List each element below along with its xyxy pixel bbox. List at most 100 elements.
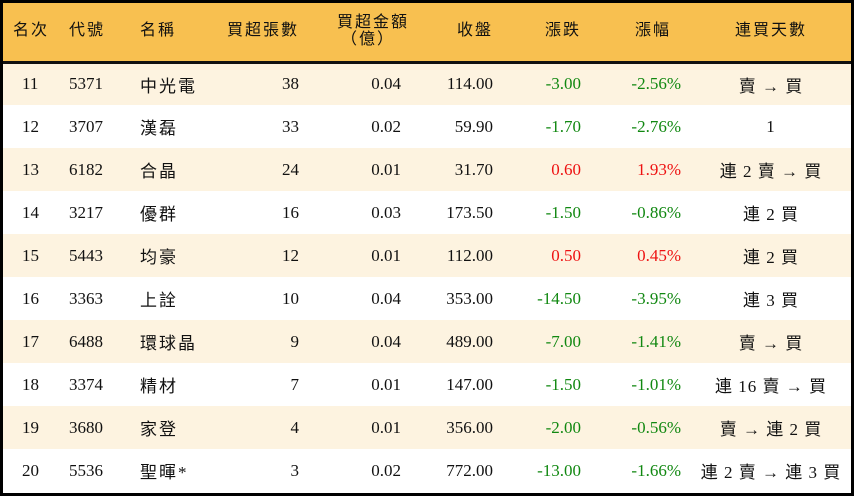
cell-consecutive-days: 連 16 賣 → 買 (715, 377, 827, 396)
cell-change: -13.00 (537, 460, 581, 480)
cell-code: 6182 (69, 159, 103, 179)
cell-close: 59.90 (454, 116, 493, 136)
cell-change: -1.50 (545, 374, 581, 394)
header-net-buy-amount: 買超金額 （億） (317, 3, 423, 62)
cell-rank: 15 (22, 245, 39, 265)
cell-change-pct: -2.56% (631, 74, 681, 94)
cell-close: 356.00 (446, 417, 493, 437)
cell-name: 均豪 (140, 248, 178, 267)
cell-close: 114.00 (446, 74, 493, 94)
cell-net-buy-lots: 4 (290, 417, 300, 437)
cell-change: -1.70 (545, 116, 581, 136)
cell-net-buy-lots: 3 (290, 460, 300, 480)
cell-name: 上詮 (140, 291, 178, 310)
cell-change: -2.00 (545, 417, 581, 437)
cell-change-pct: -0.86% (631, 202, 681, 222)
cell-net-buy-lots: 33 (282, 116, 299, 136)
cell-consecutive-days: 連 2 買 (743, 248, 799, 267)
cell-net-buy-lots: 16 (282, 202, 299, 222)
cell-name: 家登 (140, 420, 178, 439)
cell-name: 合晶 (140, 162, 178, 181)
cell-consecutive-days: 賣 → 連 2 買 (719, 420, 823, 439)
header-code: 代號 (69, 22, 106, 40)
cell-consecutive-days: 連 2 賣 → 買 (719, 162, 823, 181)
cell-code: 3707 (69, 116, 103, 136)
cell-net-buy-lots: 9 (290, 331, 300, 351)
cell-code: 3680 (69, 417, 103, 437)
cell-net-buy-amount: 0.02 (371, 116, 401, 136)
cell-name: 環球晶 (140, 334, 197, 353)
cell-rank: 20 (22, 460, 39, 480)
cell-close: 489.00 (446, 331, 493, 351)
cell-change: -14.50 (537, 288, 581, 308)
cell-net-buy-lots: 7 (290, 374, 300, 394)
cell-change-pct: -2.76% (631, 116, 681, 136)
cell-net-buy-lots: 38 (282, 74, 299, 94)
cell-net-buy-amount: 0.04 (371, 331, 401, 351)
cell-rank: 14 (22, 202, 39, 222)
table-row: 13 6182 合晶 24 0.01 31.70 0.60 1.93% 連 2 … (3, 148, 851, 191)
cell-net-buy-lots: 24 (282, 159, 299, 179)
table-row: 18 3374 精材 7 0.01 147.00 -1.50 -1.01% 連 … (3, 363, 851, 406)
cell-change-pct: 1.93% (637, 159, 681, 179)
cell-close: 147.00 (446, 374, 493, 394)
cell-change: 0.60 (551, 159, 581, 179)
table-row: 15 5443 均豪 12 0.01 112.00 0.50 0.45% 連 2… (3, 234, 851, 277)
cell-rank: 13 (22, 159, 39, 179)
table-header-row: 名次 代號 名稱 買超張數 買超金額 （億） 收盤 漲跌 漲幅 連買天數 (3, 3, 851, 62)
header-close: 收盤 (456, 22, 493, 40)
cell-net-buy-lots: 12 (282, 245, 299, 265)
header-name: 名稱 (140, 22, 177, 40)
header-change-pct: 漲幅 (634, 22, 671, 40)
cell-name: 優群 (140, 205, 178, 224)
cell-change-pct: -1.66% (631, 460, 681, 480)
cell-code: 5443 (69, 245, 103, 265)
table-row: 19 3680 家登 4 0.01 356.00 -2.00 -0.56% 賣 … (3, 406, 851, 449)
cell-consecutive-days: 賣 → 買 (738, 334, 804, 353)
cell-change-pct: -1.41% (631, 331, 681, 351)
cell-close: 112.00 (446, 245, 493, 265)
cell-net-buy-amount: 0.01 (371, 374, 401, 394)
table-container: 名次 代號 名稱 買超張數 買超金額 （億） 收盤 漲跌 漲幅 連買天數 11 … (3, 3, 851, 493)
cell-code: 5371 (69, 74, 103, 94)
table-row: 11 5371 中光電 38 0.04 114.00 -3.00 -2.56% … (3, 62, 851, 105)
cell-rank: 11 (22, 74, 39, 94)
cell-consecutive-days: 連 2 買 (743, 205, 799, 224)
cell-rank: 16 (22, 288, 39, 308)
cell-change-pct: -1.01% (631, 374, 681, 394)
table-row: 12 3707 漢磊 33 0.02 59.90 -1.70 -2.76% 1 (3, 105, 851, 148)
header-change: 漲跌 (544, 22, 581, 40)
cell-consecutive-days: 1 (766, 116, 776, 136)
cell-change: -7.00 (545, 331, 581, 351)
cell-close: 31.70 (454, 159, 493, 179)
cell-code: 5536 (69, 460, 103, 480)
header-rank: 名次 (13, 22, 50, 40)
cell-net-buy-amount: 0.01 (371, 417, 401, 437)
cell-rank: 19 (22, 417, 39, 437)
cell-net-buy-amount: 0.01 (371, 245, 401, 265)
cell-consecutive-days: 賣 → 買 (738, 76, 804, 96)
cell-close: 772.00 (446, 460, 493, 480)
cell-net-buy-lots: 10 (282, 288, 299, 308)
table-row: 17 6488 環球晶 9 0.04 489.00 -7.00 -1.41% 賣… (3, 320, 851, 363)
cell-net-buy-amount: 0.04 (371, 74, 401, 94)
cell-rank: 17 (22, 331, 39, 351)
cell-net-buy-amount: 0.02 (371, 460, 401, 480)
cell-close: 353.00 (446, 288, 493, 308)
cell-change-pct: -0.56% (631, 417, 681, 437)
cell-code: 3217 (69, 202, 103, 222)
cell-code: 6488 (69, 331, 103, 351)
cell-consecutive-days: 連 3 買 (743, 291, 799, 310)
header-consecutive-days: 連買天數 (734, 22, 807, 40)
cell-name: 聖暉* (140, 463, 189, 482)
header-net-buy-amount-line1: 買超金額 (336, 13, 409, 31)
cell-rank: 18 (22, 374, 39, 394)
cell-name: 中光電 (140, 76, 197, 96)
table-row: 20 5536 聖暉* 3 0.02 772.00 -13.00 -1.66% … (3, 449, 851, 492)
cell-code: 3374 (69, 374, 103, 394)
cell-change: 0.50 (551, 245, 581, 265)
cell-net-buy-amount: 0.04 (371, 288, 401, 308)
cell-code: 3363 (69, 288, 103, 308)
cell-rank: 12 (22, 116, 39, 136)
